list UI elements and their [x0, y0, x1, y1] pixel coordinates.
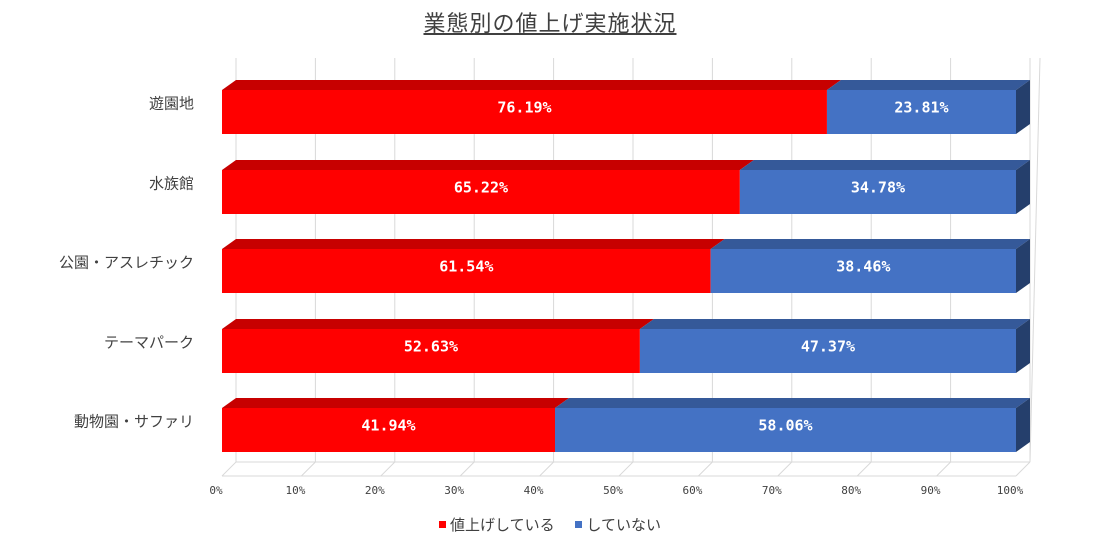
bar-side	[1016, 319, 1030, 373]
legend: 値上げしている していない	[0, 514, 1100, 535]
bar-segment	[555, 408, 1016, 452]
bar-top-1	[555, 398, 1030, 408]
category-label: 遊園地	[149, 95, 194, 113]
bar-side	[1016, 239, 1030, 293]
bar-segment	[710, 249, 1016, 293]
bar-segment	[222, 329, 640, 373]
gridline-floor	[380, 461, 396, 477]
bar-segment	[639, 329, 1016, 373]
chart-title: 業態別の値上げ実施状況	[423, 12, 677, 37]
data-label: 52.63%	[404, 338, 458, 356]
bar-segment	[739, 170, 1016, 214]
gridline-floor	[856, 461, 872, 477]
side-wall-edge	[1029, 57, 1041, 463]
bar-top-1	[826, 80, 1030, 90]
category-label: 動物園・サファリ	[74, 413, 194, 431]
gridline-floor	[936, 461, 951, 477]
data-label: 47.37%	[801, 338, 855, 356]
category-label: テーマパーク	[104, 334, 194, 352]
x-tick-label: 50%	[603, 484, 623, 497]
gridline-floor	[221, 461, 237, 477]
bar-top-1	[710, 239, 1030, 249]
x-tick-label: 90%	[921, 484, 941, 497]
bar-side	[1016, 398, 1030, 452]
bar-segment	[222, 90, 827, 134]
bar-top-0	[222, 239, 725, 249]
data-label: 38.46%	[836, 258, 890, 276]
x-tick-label: 100%	[997, 484, 1024, 497]
data-label: 23.81%	[894, 99, 948, 117]
data-label: 65.22%	[454, 179, 508, 197]
bar-top-0	[222, 80, 841, 90]
gridline-floor	[618, 461, 634, 477]
data-label: 61.54%	[439, 258, 493, 276]
x-tick-label: 70%	[762, 484, 782, 497]
legend-item-raised: 値上げしている	[439, 514, 555, 535]
x-tick-label: 10%	[285, 484, 305, 497]
data-label: 76.19%	[497, 99, 551, 117]
data-label: 58.06%	[758, 417, 812, 435]
bar-segment	[222, 408, 556, 452]
category-label: 水族館	[149, 175, 194, 193]
bar-top-1	[739, 160, 1030, 170]
gridline-floor	[459, 461, 475, 477]
x-tick-label: 80%	[841, 484, 861, 497]
x-tick-label: 0%	[209, 484, 223, 497]
legend-label-not-raised: していない	[586, 516, 661, 534]
bar-top-0	[222, 398, 570, 408]
bar-segment	[222, 249, 711, 293]
x-tick-label: 30%	[444, 484, 464, 497]
bar-top-1	[639, 319, 1030, 329]
bar-top-0	[222, 160, 754, 170]
legend-item-not-raised: していない	[575, 514, 661, 535]
gridline-floor	[777, 461, 793, 477]
x-tick-label: 20%	[365, 484, 385, 497]
data-label: 41.94%	[361, 417, 415, 435]
gridline-floor	[539, 461, 554, 477]
bar-top-0	[222, 319, 654, 329]
gridline-floor	[1015, 461, 1031, 477]
bar-side	[1016, 80, 1030, 134]
gridline-floor	[301, 461, 316, 477]
category-label: 公園・アスレチック	[59, 254, 194, 272]
gridline-floor	[698, 461, 713, 477]
x-tick-label: 60%	[682, 484, 702, 497]
legend-label-raised: 値上げしている	[450, 516, 555, 534]
legend-swatch-raised	[439, 521, 447, 528]
x-tick-label: 40%	[524, 484, 544, 497]
legend-swatch-not-raised	[575, 521, 583, 528]
bar-segment	[222, 170, 740, 214]
bar-segment	[826, 90, 1016, 134]
bar-side	[1016, 160, 1030, 214]
data-label: 34.78%	[851, 179, 905, 197]
